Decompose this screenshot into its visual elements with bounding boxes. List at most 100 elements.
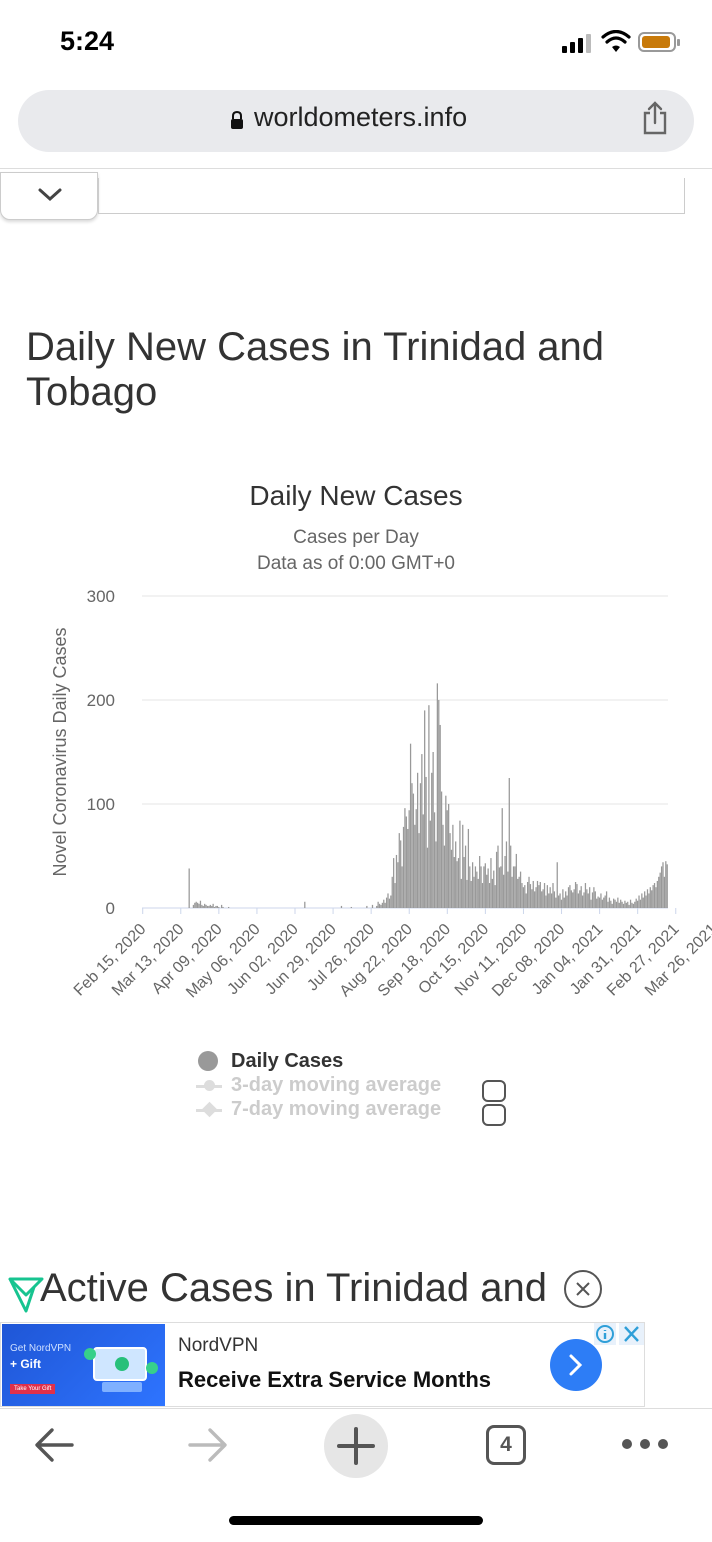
legend-3day-average[interactable]: 3-day moving average (231, 1074, 442, 1096)
bar (199, 900, 202, 908)
chart-title: Daily New Cases (249, 480, 463, 511)
bar (195, 901, 197, 908)
legend-7day-average[interactable]: 7-day moving average (231, 1098, 442, 1120)
bar (659, 872, 661, 908)
ad-image-cta[interactable]: Take Your Gift (10, 1384, 56, 1394)
chevron-down-icon (38, 188, 62, 202)
wifi-icon (601, 30, 631, 52)
bar (471, 862, 474, 908)
bar (501, 808, 503, 908)
chart-data-timestamp: Data as of 0:00 GMT+0 (256, 553, 455, 574)
collapse-toggle[interactable] (0, 172, 98, 220)
bar (522, 887, 525, 908)
bar (215, 905, 217, 908)
bar (610, 900, 612, 908)
bar (546, 885, 548, 908)
bar (646, 889, 649, 908)
3day-average-checkbox[interactable] (482, 1080, 506, 1102)
bar (419, 783, 422, 908)
more-icon[interactable] (620, 1437, 670, 1451)
bar (519, 871, 522, 908)
address-bar[interactable] (18, 90, 694, 152)
bar (560, 899, 563, 908)
adchoices-icon[interactable] (594, 1323, 616, 1345)
bar (652, 885, 654, 908)
legend-7day-marker[interactable] (196, 1101, 222, 1118)
bar (467, 828, 470, 908)
bar (517, 878, 519, 908)
ad-headline[interactable]: Receive Extra Service Months (178, 1367, 492, 1392)
bar (481, 883, 484, 908)
bar (536, 880, 539, 908)
close-ad-button[interactable] (564, 1270, 602, 1308)
bar (528, 876, 530, 908)
bar (563, 897, 565, 908)
share-icon[interactable] (641, 101, 669, 135)
bar (395, 854, 398, 908)
new-tab-button[interactable] (324, 1414, 388, 1478)
bar (666, 864, 668, 908)
bar (614, 899, 616, 908)
bar (455, 841, 457, 908)
bar (400, 840, 402, 908)
bar (414, 824, 416, 908)
ad-brand[interactable]: NordVPN (178, 1335, 259, 1356)
legend-daily-cases[interactable]: Daily Cases (231, 1050, 344, 1072)
bar (627, 901, 629, 908)
bar (436, 683, 438, 908)
bar (407, 828, 409, 908)
url-text[interactable]: worldometers.info (254, 102, 468, 132)
bar (464, 845, 467, 908)
bar (426, 847, 429, 908)
ad-open-button[interactable] (550, 1339, 602, 1391)
bar (597, 896, 599, 908)
bar (593, 887, 595, 908)
bar (503, 874, 505, 908)
bar (572, 892, 574, 908)
bar (591, 892, 594, 908)
search-box[interactable] (98, 178, 685, 214)
tab-count[interactable]: 4 (500, 1433, 512, 1456)
bar (397, 862, 399, 908)
bar (589, 887, 591, 908)
bar (656, 880, 658, 908)
bar (586, 889, 588, 908)
bar (222, 906, 224, 908)
bar (498, 867, 501, 908)
bar (604, 895, 606, 908)
bar (574, 882, 577, 908)
bar (205, 904, 207, 908)
bar (629, 899, 632, 908)
ad-image-gift: + Gift (10, 1357, 42, 1371)
bar (494, 885, 496, 908)
bar (377, 901, 379, 908)
bar (515, 853, 517, 908)
bar (645, 895, 647, 908)
back-icon[interactable] (32, 1423, 78, 1467)
bar (524, 885, 526, 908)
bar (418, 833, 420, 908)
bar (631, 902, 633, 908)
bar (452, 824, 454, 908)
feedback-logo-icon[interactable] (6, 1275, 46, 1315)
tabs-button[interactable] (486, 1425, 526, 1465)
page-title: Daily New Cases in Trinidad and Tobago (26, 325, 605, 414)
legend-3day-marker[interactable] (196, 1080, 222, 1091)
ad-close-icon[interactable] (619, 1323, 644, 1345)
bar (208, 905, 210, 908)
bar (573, 889, 575, 908)
chevron-right-icon (569, 1354, 583, 1376)
legend-daily-cases-marker[interactable] (198, 1051, 218, 1071)
bar (440, 791, 443, 908)
bar (391, 876, 393, 908)
bar (445, 795, 447, 908)
bar (388, 898, 391, 908)
bar (562, 889, 564, 908)
bar (580, 886, 582, 908)
bar (376, 905, 378, 908)
7day-average-checkbox[interactable] (482, 1104, 506, 1126)
bar (446, 810, 448, 908)
forward-icon[interactable] (184, 1423, 230, 1467)
bar (366, 905, 368, 908)
bar (474, 866, 477, 908)
